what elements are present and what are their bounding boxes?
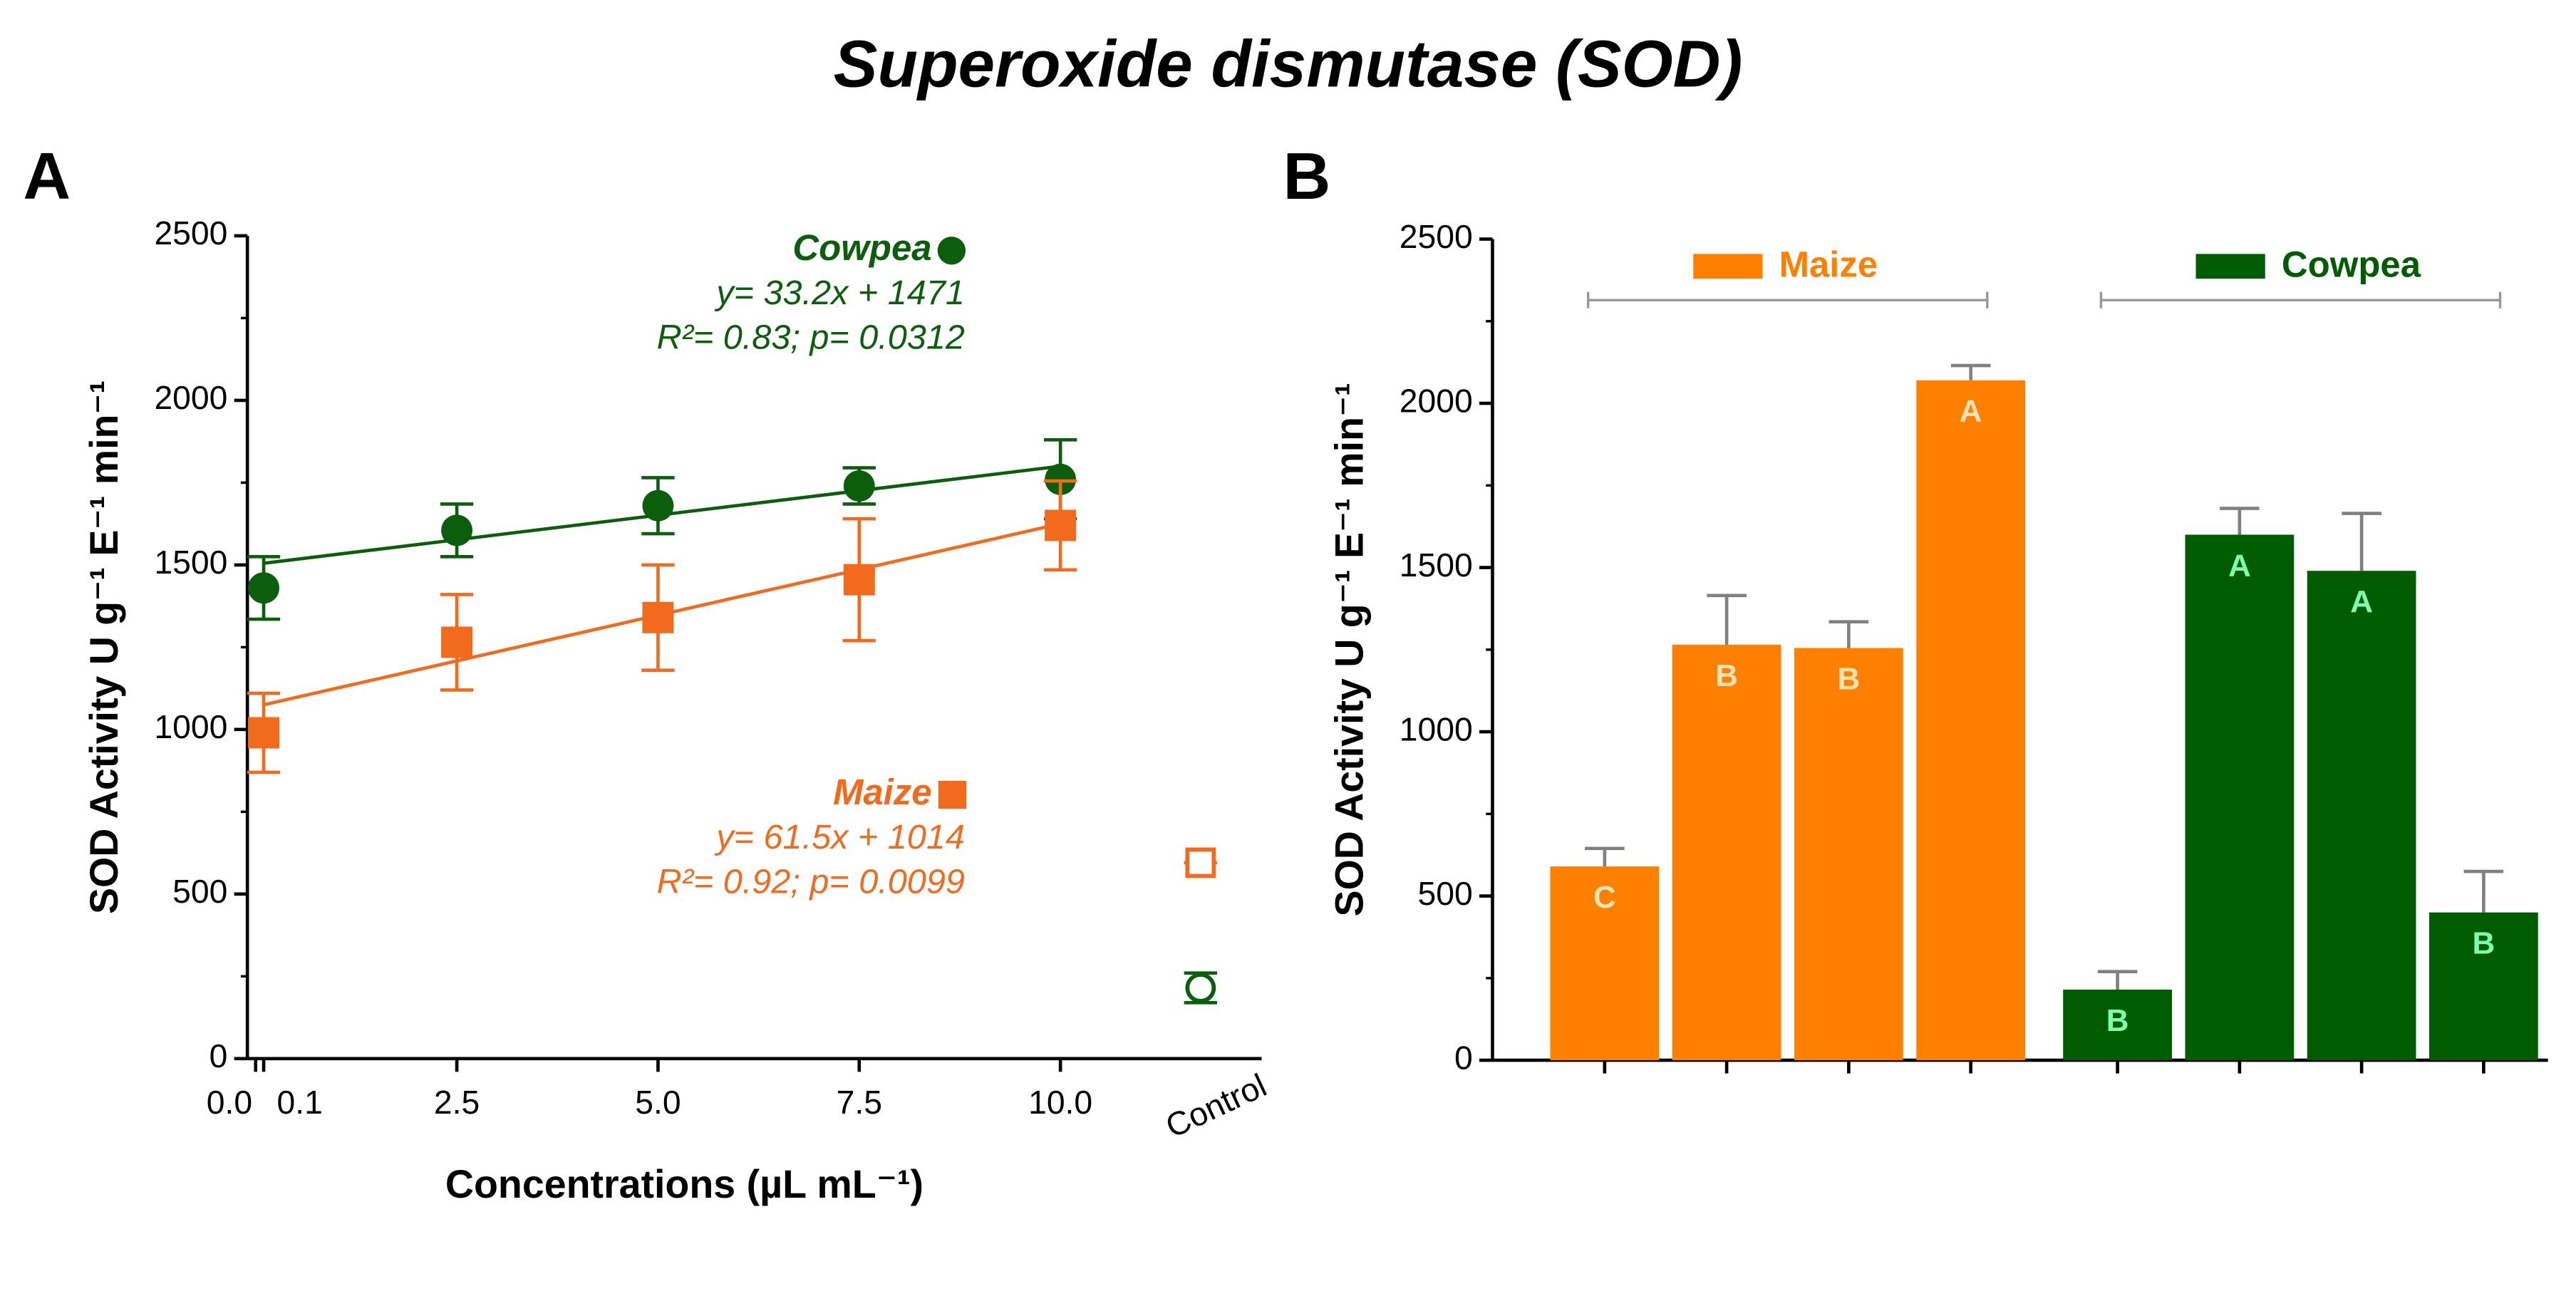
- legend-label: Cowpea: [2282, 244, 2421, 284]
- x-tick-label: 10.0: [1028, 1084, 1092, 1121]
- error-bar: [1828, 620, 1869, 648]
- annotation-stats: R²= 0.83; p= 0.0312: [657, 318, 965, 357]
- error-bar: [2342, 512, 2381, 571]
- figure-title: Superoxide dismutase (SOD): [834, 27, 1743, 101]
- y-tick-label: 1000: [154, 708, 227, 745]
- x-axis-label: Concentrations (µL mL⁻¹): [445, 1162, 924, 1206]
- y-tick-label: 2000: [154, 379, 227, 416]
- x-tick-label: 7.5: [837, 1084, 882, 1121]
- legend-swatch: [2195, 254, 2265, 279]
- error-bar: [1585, 846, 1625, 867]
- error-bar: [2463, 869, 2504, 913]
- bar: [2307, 571, 2416, 1061]
- point: [248, 717, 280, 749]
- error-bar: [2220, 507, 2260, 535]
- y-tick-label: 2000: [1400, 382, 1473, 419]
- bar-letter: A: [2350, 584, 2373, 619]
- point: [843, 564, 875, 596]
- bar: [2063, 989, 2172, 1061]
- bar: [1550, 866, 1660, 1061]
- point: [248, 572, 280, 604]
- y-tick-label: 500: [172, 873, 227, 910]
- y-tick-label: 1000: [1400, 710, 1473, 747]
- bar-letter: B: [1715, 658, 1738, 693]
- point: [1185, 847, 1216, 878]
- y-tick-label: 2500: [1400, 218, 1473, 255]
- y-axis-label: SOD Activity U g⁻¹ E⁻¹ min⁻¹: [82, 380, 126, 914]
- point: [1045, 509, 1077, 541]
- bar-letter: A: [1960, 394, 1982, 429]
- error-bar: [2097, 970, 2138, 990]
- legend-marker: [938, 780, 967, 809]
- point: [441, 626, 473, 658]
- bar: [2429, 912, 2538, 1061]
- point: [1185, 973, 1216, 1003]
- x-tick-label: 0.1: [277, 1084, 323, 1121]
- bar-letter: A: [2228, 548, 2251, 583]
- bar-letter: B: [1837, 661, 1860, 696]
- y-tick-label: 2500: [154, 214, 227, 252]
- legend-swatch: [1693, 254, 1763, 279]
- annotation-name: Cowpea: [792, 227, 931, 268]
- y-tick-label: 1500: [1400, 546, 1473, 584]
- annotation-equation: y= 61.5x + 1014: [714, 818, 965, 856]
- group-bracket: [2099, 291, 2502, 309]
- bar-letter: C: [1593, 880, 1616, 915]
- annotation-name: Maize: [833, 772, 932, 812]
- y-tick-label: 0: [1454, 1039, 1473, 1076]
- x-tick-label: 5.0: [635, 1084, 681, 1121]
- x-tick-label: 2.5: [434, 1084, 480, 1121]
- bar: [1794, 648, 1903, 1061]
- bar-letter: B: [2473, 926, 2495, 961]
- y-tick-label: 1500: [154, 544, 227, 581]
- annotation-stats: R²= 0.92; p= 0.0099: [657, 862, 965, 901]
- error-bar: [1950, 363, 1991, 380]
- panel-label: B: [1283, 139, 1331, 213]
- x-tick-label: 0.0: [207, 1084, 252, 1121]
- annotation-equation: y= 33.2x + 1471: [714, 274, 965, 312]
- y-axis-label: SOD Activity U g⁻¹ E⁻¹ min⁻¹: [1327, 383, 1371, 916]
- point: [642, 601, 674, 633]
- legend-marker: [937, 237, 966, 265]
- group-bracket: [1586, 291, 1989, 309]
- point: [441, 514, 473, 546]
- y-tick-label: 0: [210, 1037, 228, 1074]
- point: [843, 470, 875, 502]
- bar: [1916, 380, 2026, 1061]
- bar-letter: B: [2106, 1003, 2129, 1038]
- legend-label: Maize: [1779, 244, 1878, 284]
- bar: [1672, 644, 1781, 1061]
- panel-label: A: [23, 139, 71, 213]
- bar: [2185, 534, 2295, 1061]
- point: [642, 489, 674, 522]
- error-bar: [1707, 594, 1747, 645]
- y-tick-label: 500: [1418, 875, 1473, 912]
